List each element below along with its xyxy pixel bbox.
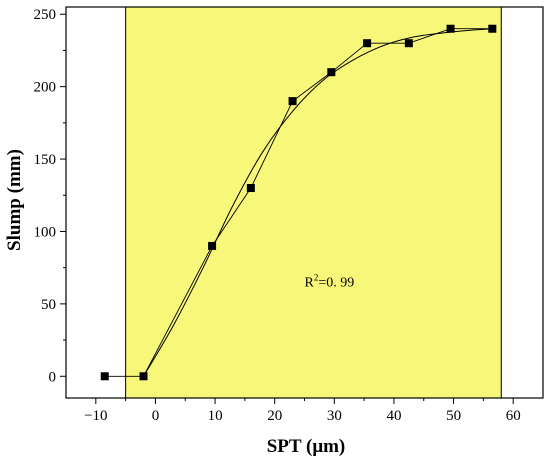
y-tick-label: 250: [34, 7, 57, 23]
annotation-superscript: 2: [314, 272, 319, 282]
data-point: [446, 24, 455, 33]
y-axis-title: Slump (mm): [4, 149, 25, 251]
series-connecting-line: [104, 28, 493, 377]
y-tick-label: 50: [41, 297, 56, 313]
x-tick-label: 0: [152, 408, 160, 424]
x-tick-label: 50: [446, 408, 461, 424]
data-point: [139, 372, 148, 381]
x-tick-label: 60: [506, 408, 521, 424]
data-point: [488, 24, 497, 33]
data-point: [363, 39, 372, 48]
y-axis: 0 50 100 150 200 250: [34, 7, 66, 385]
data-point: [246, 184, 255, 193]
y-tick-label: 200: [34, 80, 57, 96]
x-tick-label: 20: [267, 408, 282, 424]
annotation-base: R: [305, 275, 315, 290]
x-tick-label: 30: [327, 408, 342, 424]
highlight-region: [125, 6, 502, 399]
fit-curve: [143, 28, 493, 377]
x-tick-label: −10: [84, 408, 107, 424]
data-point: [208, 241, 217, 250]
data-markers: [100, 24, 497, 381]
data-point: [404, 39, 413, 48]
x-tick-label: 10: [208, 408, 223, 424]
annotation-r-squared: R2=0. 99: [305, 272, 355, 290]
x-axis: −10 0 10 20 30 40 50 60: [84, 398, 521, 424]
data-point: [100, 372, 109, 381]
data-point: [327, 68, 336, 77]
y-tick-label: 100: [34, 224, 57, 240]
x-tick-label: 40: [386, 408, 401, 424]
y-tick-label: 150: [34, 152, 57, 168]
y-tick-label: 0: [49, 369, 57, 385]
x-axis-title: SPT (μm): [267, 436, 346, 457]
data-point: [288, 97, 297, 106]
annotation-rest: =0. 99: [318, 275, 354, 290]
